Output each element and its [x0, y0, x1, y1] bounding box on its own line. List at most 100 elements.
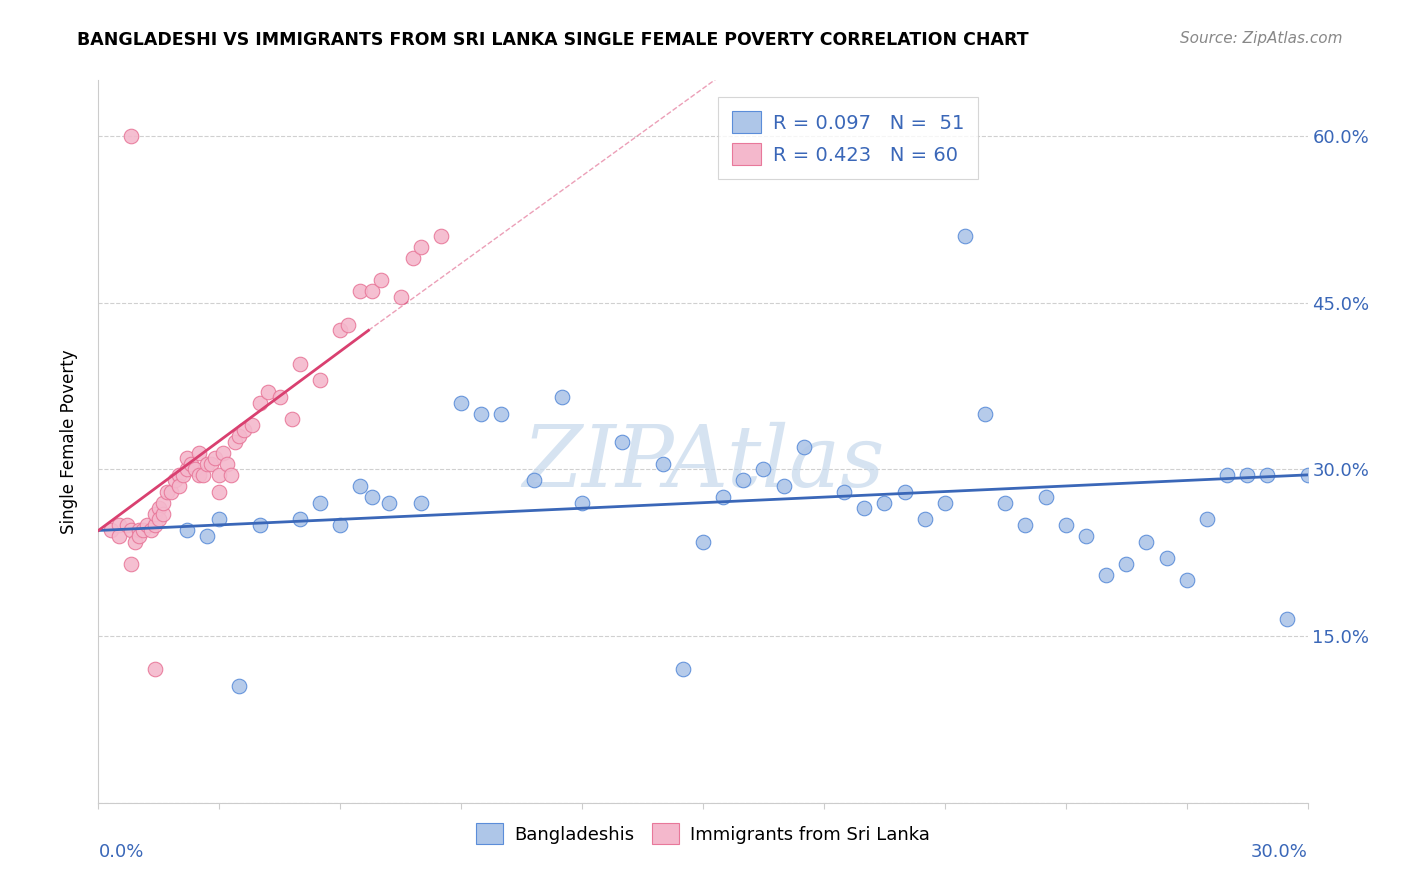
Point	[733, 474, 755, 488]
Point	[409, 240, 432, 254]
Point	[1054, 517, 1077, 532]
Point	[228, 679, 250, 693]
Point	[288, 357, 311, 371]
Point	[772, 479, 794, 493]
Text: 30.0%: 30.0%	[1251, 843, 1308, 861]
Y-axis label: Single Female Poverty: Single Female Poverty	[59, 350, 77, 533]
Point	[200, 457, 222, 471]
Point	[132, 524, 155, 538]
Point	[430, 228, 453, 243]
Point	[249, 517, 271, 532]
Point	[288, 512, 311, 526]
Point	[221, 467, 243, 482]
Point	[208, 512, 231, 526]
Point	[337, 318, 360, 332]
Point	[107, 517, 129, 532]
Point	[1115, 557, 1137, 571]
Point	[309, 373, 332, 387]
Point	[152, 496, 174, 510]
Point	[195, 529, 218, 543]
Point	[450, 395, 472, 409]
Point	[873, 496, 896, 510]
Point	[402, 251, 425, 265]
Point	[1175, 574, 1198, 588]
Legend: Bangladeshis, Immigrants from Sri Lanka: Bangladeshis, Immigrants from Sri Lanka	[468, 816, 938, 852]
Point	[1156, 551, 1178, 566]
Point	[224, 434, 246, 449]
Point	[974, 407, 997, 421]
Point	[409, 496, 432, 510]
Point	[128, 524, 150, 538]
Point	[853, 501, 876, 516]
Point	[1014, 517, 1036, 532]
Point	[309, 496, 332, 510]
Point	[692, 534, 714, 549]
Point	[167, 467, 190, 482]
Text: ZIPAtlas: ZIPAtlas	[522, 422, 884, 505]
Point	[269, 390, 291, 404]
Point	[176, 462, 198, 476]
Point	[1216, 467, 1239, 482]
Point	[349, 285, 371, 299]
Point	[208, 467, 231, 482]
Point	[377, 496, 399, 510]
Point	[143, 662, 166, 676]
Point	[281, 412, 304, 426]
Point	[188, 445, 211, 459]
Point	[193, 467, 215, 482]
Point	[914, 512, 936, 526]
Point	[1074, 529, 1097, 543]
Point	[163, 474, 186, 488]
Point	[204, 451, 226, 466]
Point	[832, 484, 855, 499]
Point	[994, 496, 1017, 510]
Point	[180, 457, 202, 471]
Point	[120, 524, 142, 538]
Point	[188, 467, 211, 482]
Point	[156, 484, 179, 499]
Point	[612, 434, 634, 449]
Point	[152, 507, 174, 521]
Point	[184, 462, 207, 476]
Point	[167, 479, 190, 493]
Text: BANGLADESHI VS IMMIGRANTS FROM SRI LANKA SINGLE FEMALE POVERTY CORRELATION CHART: BANGLADESHI VS IMMIGRANTS FROM SRI LANKA…	[77, 31, 1029, 49]
Point	[143, 517, 166, 532]
Point	[361, 285, 384, 299]
Point	[135, 517, 157, 532]
Point	[240, 417, 263, 432]
Point	[1135, 534, 1157, 549]
Point	[124, 534, 146, 549]
Point	[953, 228, 976, 243]
Point	[160, 484, 183, 499]
Point	[523, 474, 546, 488]
Point	[256, 384, 278, 399]
Point	[143, 507, 166, 521]
Point	[212, 445, 235, 459]
Point	[100, 524, 122, 538]
Point	[228, 429, 250, 443]
Point	[107, 529, 129, 543]
Point	[1277, 612, 1299, 626]
Point	[249, 395, 271, 409]
Point	[1296, 467, 1319, 482]
Point	[329, 323, 352, 337]
Point	[139, 524, 162, 538]
Point	[491, 407, 513, 421]
Point	[208, 484, 231, 499]
Point	[551, 390, 574, 404]
Point	[934, 496, 956, 510]
Point	[172, 467, 194, 482]
Point	[195, 457, 218, 471]
Point	[349, 479, 371, 493]
Text: 0.0%: 0.0%	[98, 843, 143, 861]
Point	[361, 490, 384, 504]
Point	[1035, 490, 1057, 504]
Point	[176, 524, 198, 538]
Point	[148, 501, 170, 516]
Point	[470, 407, 492, 421]
Point	[752, 462, 775, 476]
Point	[711, 490, 734, 504]
Point	[893, 484, 915, 499]
Point	[793, 440, 815, 454]
Point	[217, 457, 239, 471]
